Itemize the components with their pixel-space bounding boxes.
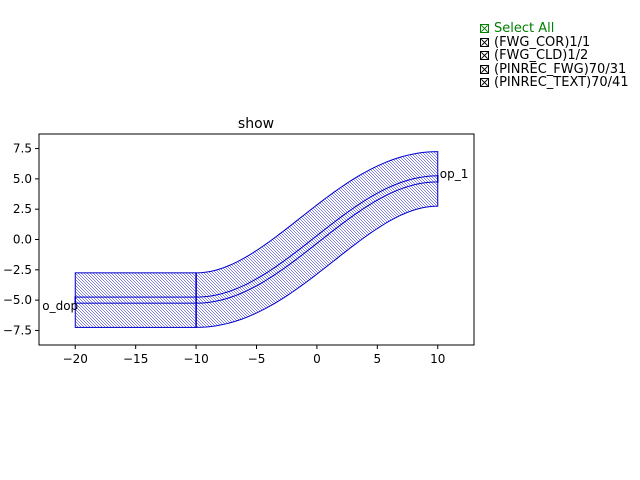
layer-label: (FWG_COR)1/1: [494, 34, 591, 50]
checkbox-checked-icon: [480, 24, 489, 34]
y-tick-label: −5.0: [3, 293, 32, 307]
x-tick-label: 5: [374, 352, 382, 366]
checkbox-checked-icon: [480, 51, 489, 61]
chart-title: show: [238, 116, 274, 132]
select-all-label: Select All: [494, 21, 555, 36]
x-tick-label: 0: [313, 352, 321, 366]
y-tick-label: −2.5: [3, 263, 32, 277]
layer-checkbox-fwg-cld[interactable]: (FWG_CLD)1/2: [480, 49, 629, 63]
y-tick-label: 0.0: [13, 233, 32, 247]
x-axis: −20 −15 −10 −5 0 5 10: [63, 345, 445, 366]
checkbox-checked-icon: [480, 64, 489, 74]
layer-checkbox-pinrec-fwg[interactable]: (PINREC_FWG)70/31: [480, 61, 629, 77]
x-tick-label: −20: [63, 352, 88, 366]
layout-shapes: [74, 151, 439, 328]
layer-checkbox-pinrec-text[interactable]: (PINREC_TEXT)70/41: [480, 76, 629, 90]
y-tick-label: 7.5: [13, 142, 32, 156]
x-tick-label: 10: [430, 352, 445, 366]
y-tick-label: −7.5: [3, 323, 32, 337]
x-tick-label: −5: [248, 352, 266, 366]
layer-legend: Select All (FWG_COR)1/1 (FWG_CLD)1/2 (PI…: [480, 22, 629, 90]
select-all-checkbox[interactable]: Select All: [480, 22, 629, 36]
y-tick-label: 5.0: [13, 172, 32, 186]
x-tick-label: −15: [123, 352, 148, 366]
x-tick-label: −10: [183, 352, 208, 366]
layer-label: (PINREC_FWG)70/31: [494, 61, 627, 77]
layer-label: (PINREC_TEXT)70/41: [494, 75, 629, 90]
port-label: op_1: [440, 167, 469, 181]
checkbox-checked-icon: [480, 37, 489, 47]
layer-label: (FWG_CLD)1/2: [494, 48, 589, 63]
y-tick-label: 2.5: [13, 202, 32, 216]
port-labels: o_dop op_1: [42, 167, 468, 313]
checkbox-checked-icon: [480, 78, 489, 88]
y-axis: 7.5 5.0 2.5 0.0 −2.5 −5.0 −7.5: [3, 142, 39, 337]
port-label: o_dop: [42, 299, 78, 313]
layer-checkbox-fwg-cor[interactable]: (FWG_COR)1/1: [480, 34, 629, 50]
straight-core: [74, 296, 197, 304]
